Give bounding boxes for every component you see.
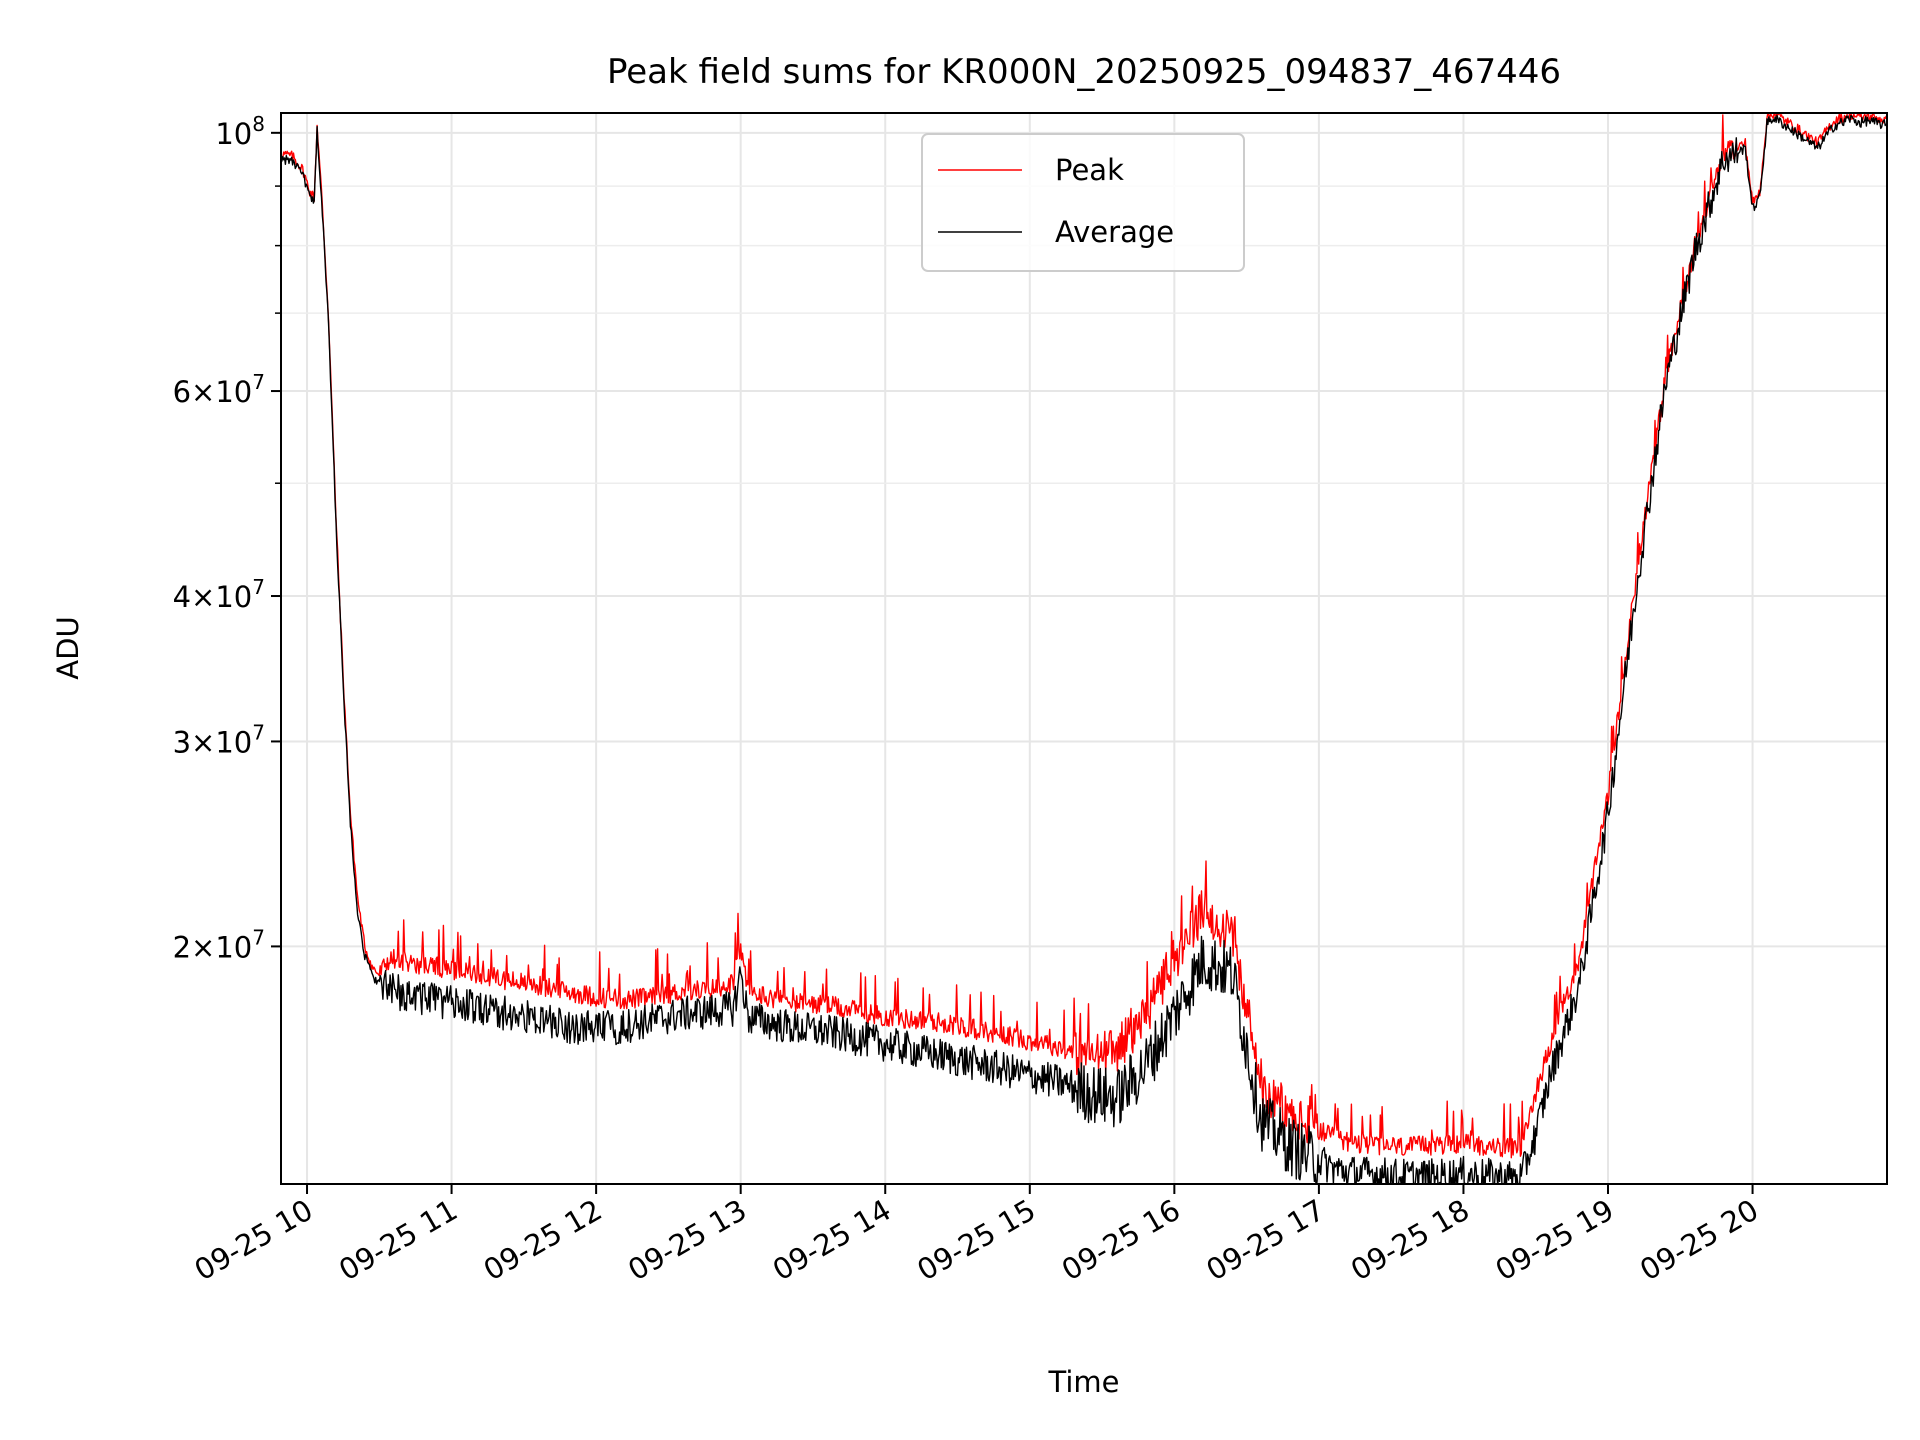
x-axis-label: Time (1048, 1365, 1120, 1399)
y-axis: 2×107 3×107 4×107 6×107 108 (173, 112, 281, 964)
y-tick-label: 6×107 (173, 370, 265, 409)
plot-frame (280, 112, 1888, 1185)
plot-area (281, 113, 1887, 1184)
y-tick-label: 2×107 (173, 925, 265, 964)
legend-box (921, 133, 1245, 272)
legend-average-label: Average (1055, 215, 1174, 249)
series-line-average (281, 114, 1887, 1184)
legend-peak-label: Peak (1055, 153, 1124, 187)
y-axis-label: ADU (51, 616, 85, 679)
series-line-peak (281, 113, 1887, 1159)
series-layer (281, 113, 1887, 1184)
legend: Peak Average (921, 133, 1245, 272)
chart-title: Peak field sums for KR000N_20250925_0948… (607, 52, 1561, 92)
y-tick-label: 108 (215, 112, 265, 151)
grid (281, 113, 1887, 1184)
y-tick-label: 3×107 (173, 720, 265, 759)
y-tick-label: 4×107 (173, 575, 265, 614)
